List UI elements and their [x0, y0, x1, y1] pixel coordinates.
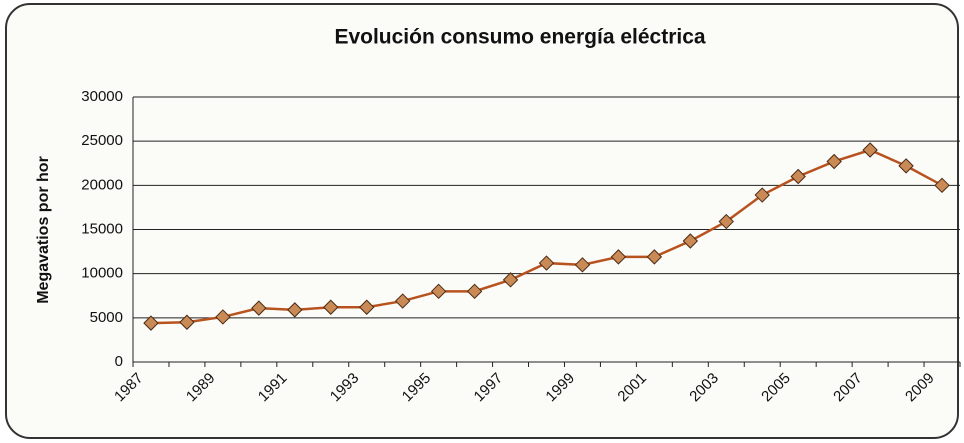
y-tick-label: 0 — [115, 353, 123, 370]
data-point — [215, 309, 231, 325]
data-point — [466, 283, 483, 300]
data-point — [179, 314, 195, 330]
data-point — [682, 233, 699, 249]
data-point — [646, 249, 663, 265]
data-point — [394, 293, 411, 309]
data-point — [610, 249, 627, 265]
data-point — [898, 158, 914, 174]
y-tick-label: 20000 — [81, 176, 123, 193]
data-point — [934, 177, 950, 194]
chart-title: Evolución consumo energía eléctrica — [334, 26, 705, 49]
y-tick-label: 30000 — [81, 88, 123, 105]
data-point — [430, 283, 447, 300]
data-point — [538, 255, 555, 271]
data-point — [323, 299, 339, 315]
chart-frame — [5, 3, 959, 439]
data-point — [251, 300, 267, 316]
y-tick-label: 5000 — [90, 309, 123, 326]
data-point — [359, 299, 375, 315]
data-point — [826, 153, 842, 170]
data-point — [502, 272, 519, 288]
data-point — [754, 187, 770, 203]
data-point — [287, 302, 303, 318]
data-point — [862, 142, 878, 158]
data-point — [790, 168, 806, 185]
data-point — [718, 213, 734, 230]
y-tick-label: 15000 — [81, 220, 123, 237]
data-point — [574, 257, 591, 273]
y-tick-label: 25000 — [81, 132, 123, 149]
y-tick-label: 10000 — [81, 265, 123, 282]
y-axis-label: Megavatios por hor — [35, 156, 52, 304]
data-point — [143, 315, 159, 331]
